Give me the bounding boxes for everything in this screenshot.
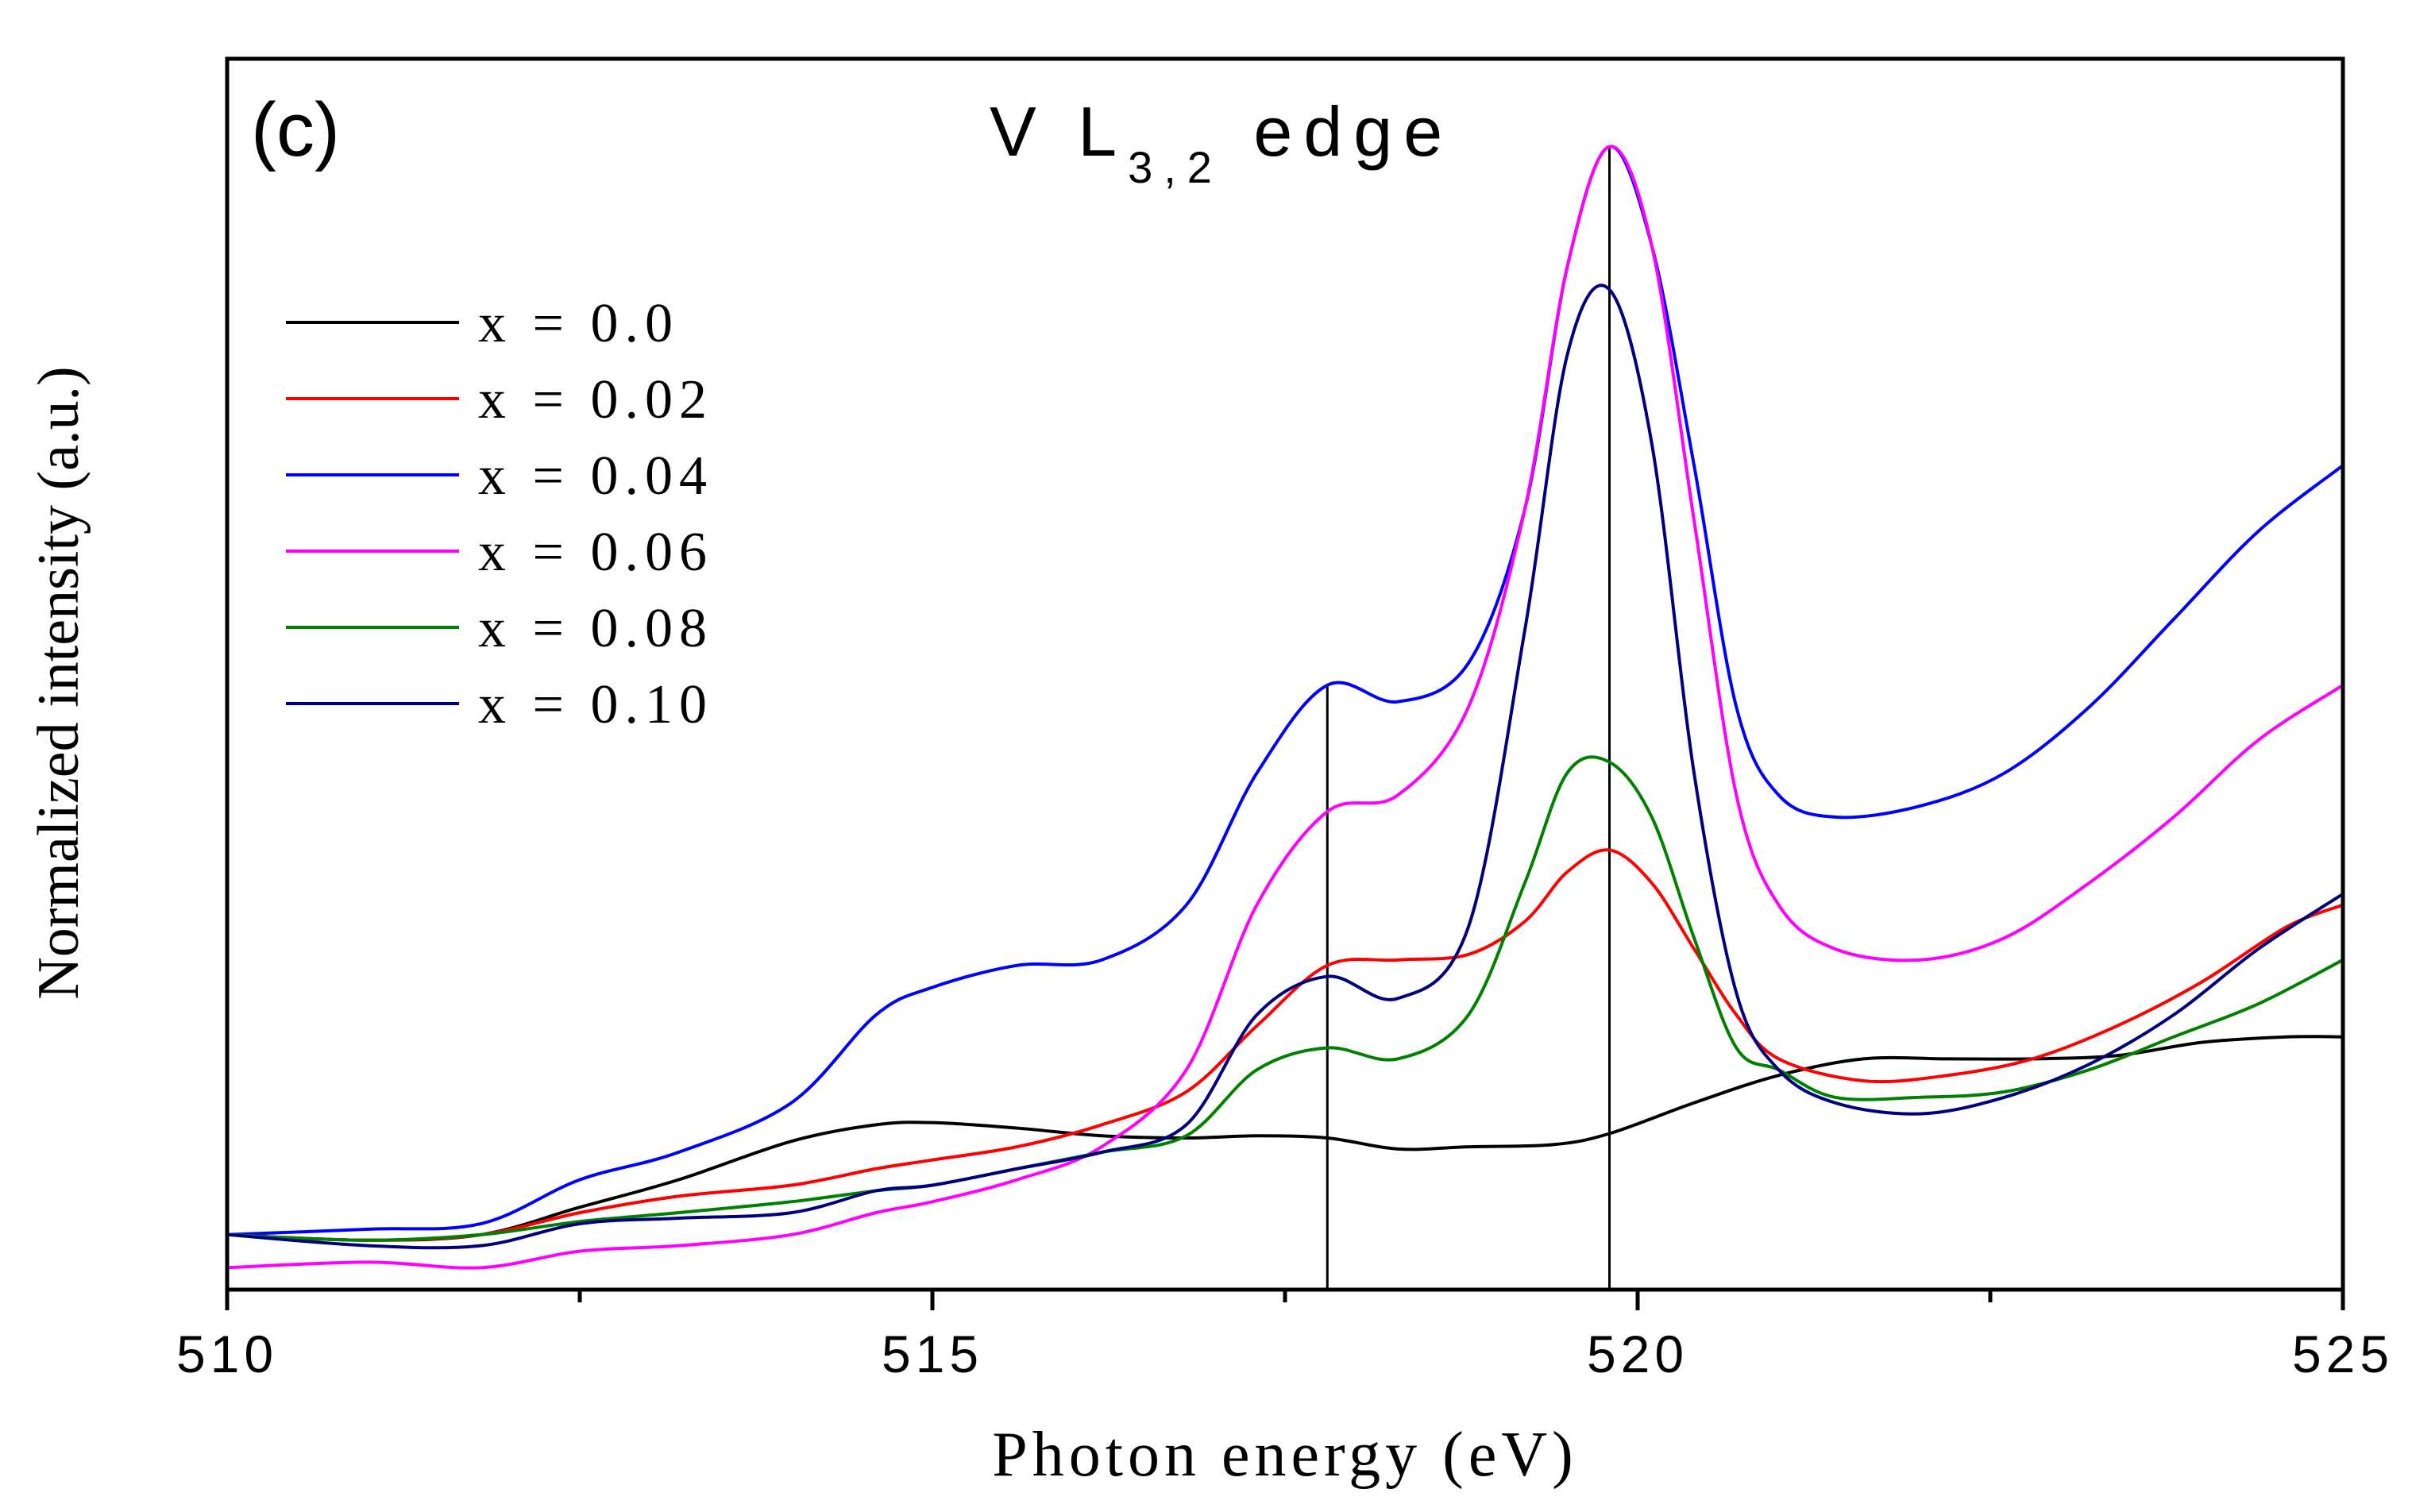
series-line-4: [227, 145, 2343, 1270]
legend-label-1: x = 0.0: [478, 293, 679, 354]
legend-label-4: x = 0.06: [478, 522, 713, 583]
y-axis-label: Normalized intensity (a.u.): [26, 366, 91, 999]
x-tick-label-1: 510: [176, 1325, 278, 1383]
legend-label-6: x = 0.10: [478, 674, 713, 735]
x-tick-label-4: 525: [2292, 1325, 2394, 1383]
x-tick-label-2: 515: [882, 1325, 983, 1383]
chart-title-prefix: V L: [990, 92, 1128, 171]
chart-title-suffix: edge: [1223, 92, 1453, 171]
series-line-5: [227, 755, 2343, 1242]
chart-title-subscript: 3,2: [1128, 142, 1223, 192]
series-line-3: [227, 145, 2343, 1236]
x-tick-label-3: 520: [1587, 1325, 1688, 1383]
x-axis-label: Photon energy (eV): [992, 1420, 1578, 1490]
series-layer: [227, 145, 2343, 1270]
series-line-2: [227, 848, 2343, 1242]
reference-lines: [1326, 146, 1611, 1290]
legend-label-5: x = 0.08: [478, 598, 713, 659]
x-axis-tick-labels: 510 515 520 525: [176, 1325, 2394, 1383]
series-line-1: [227, 1035, 2343, 1242]
chart-title: V L3,2 edge: [990, 92, 1453, 192]
x-axis-ticks: [225, 1290, 2345, 1310]
panel-label: (c): [251, 87, 340, 172]
series-line-6: [227, 284, 2343, 1250]
legend-label-2: x = 0.02: [478, 369, 713, 430]
legend: x = 0.0 x = 0.02 x = 0.04 x = 0.06 x = 0.08 x…: [286, 293, 713, 735]
legend-label-3: x = 0.04: [478, 446, 713, 507]
